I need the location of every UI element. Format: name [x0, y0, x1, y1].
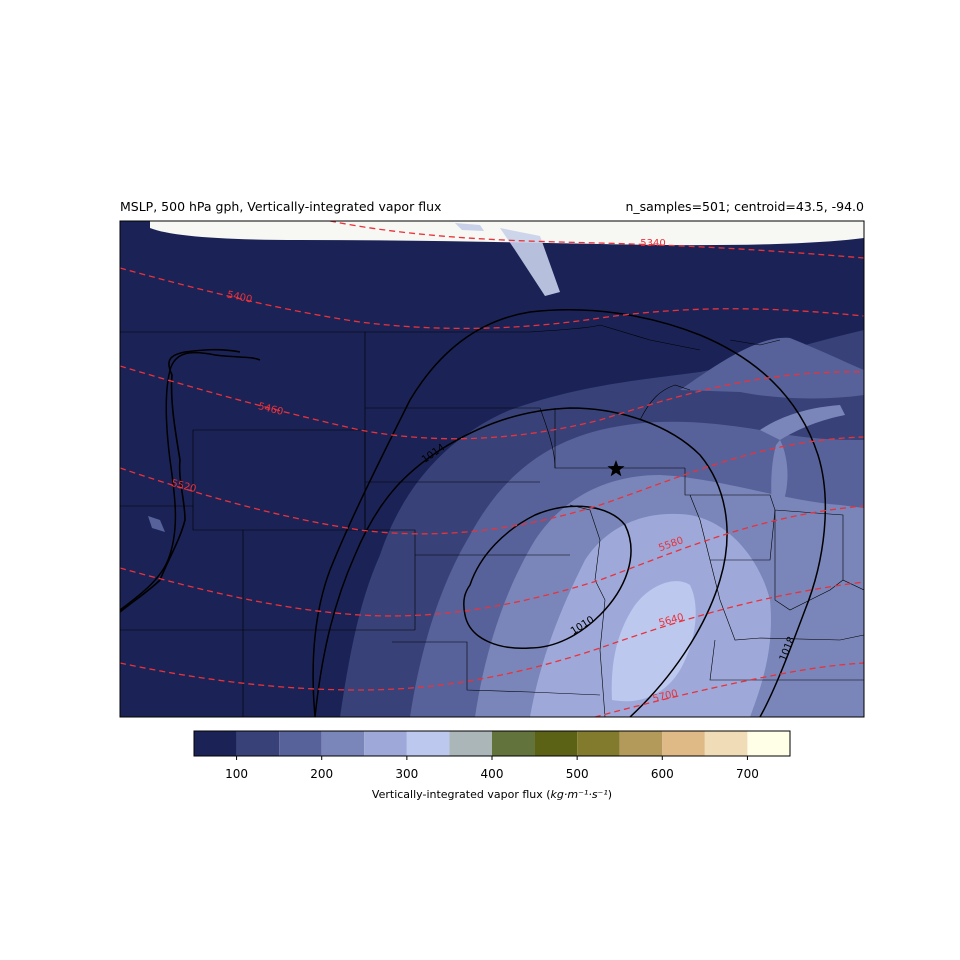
colorbar-label-units: kg·m⁻¹·s⁻¹ [550, 788, 608, 801]
colorbar-tick-label: 700 [735, 767, 759, 781]
mslp-contours [120, 309, 827, 717]
mslp-1018 [312, 309, 827, 717]
colorbar-tick-label: 600 [650, 767, 674, 781]
flux-band-300 [611, 581, 696, 702]
colorbar-tick-label: 400 [480, 767, 504, 781]
gph-label-5400: 5400 [226, 290, 253, 306]
star-icon [607, 460, 625, 477]
colorbar-tick-label: 100 [225, 767, 249, 781]
colorbar-segment [449, 731, 492, 756]
gph-5340 [329, 221, 864, 259]
colorbar-tick-label: 200 [310, 767, 334, 781]
no-data-region [120, 221, 864, 246]
colorbar-segment [364, 731, 407, 756]
state-borders [120, 324, 864, 717]
colorbar-label-text: Vertically-integrated vapor flux ( [371, 788, 551, 801]
small-lake [148, 516, 165, 532]
bay-patch [500, 228, 560, 296]
colorbar-tick-label: 300 [395, 767, 419, 781]
colorbar-segment [321, 731, 365, 756]
colorbar-segment [279, 731, 322, 756]
small-patch [455, 223, 484, 231]
mslp-1010 [463, 505, 632, 649]
colorbar-tick-label: 500 [565, 767, 589, 781]
sample-info: n_samples=501; centroid=43.5, -94.0 [625, 199, 864, 214]
gph-5700 [594, 662, 864, 717]
lake-superior [760, 405, 845, 440]
colorbar-segment [236, 731, 280, 756]
lake-michigan [771, 440, 788, 510]
colorbar-label-close: ) [607, 788, 613, 801]
colorbar-segment [492, 731, 535, 756]
mslp-1014 [314, 407, 728, 717]
colorbar-segment [194, 731, 237, 756]
colorbar-segment [747, 731, 790, 756]
mslp-1014-west [120, 351, 261, 611]
coastline [120, 348, 241, 613]
colorbar-segment [704, 731, 748, 756]
gph-5460 [120, 365, 864, 440]
colorbar-segment [619, 731, 663, 756]
colorbar-segment [577, 731, 620, 756]
colorbar [193, 730, 791, 760]
gph-contours [120, 221, 864, 717]
gph-5580 [120, 505, 864, 617]
colorbar-label: Vertically-integrated vapor flux (kg·m⁻¹… [0, 788, 960, 801]
map-title: MSLP, 500 hPa gph, Vertically-integrated… [120, 199, 442, 214]
colorbar-segment [406, 731, 450, 756]
gph-5640 [120, 581, 864, 691]
colorbar-segment [534, 731, 578, 756]
map-area: 1010 1014 1018 5340 5400 5460 5520 5580 … [120, 221, 864, 717]
gph-5400 [120, 267, 864, 330]
colorbar-segment [662, 731, 705, 756]
flux-band-ne [680, 337, 864, 399]
map-frame [119, 220, 865, 718]
gph-label-5340: 5340 [640, 238, 665, 249]
